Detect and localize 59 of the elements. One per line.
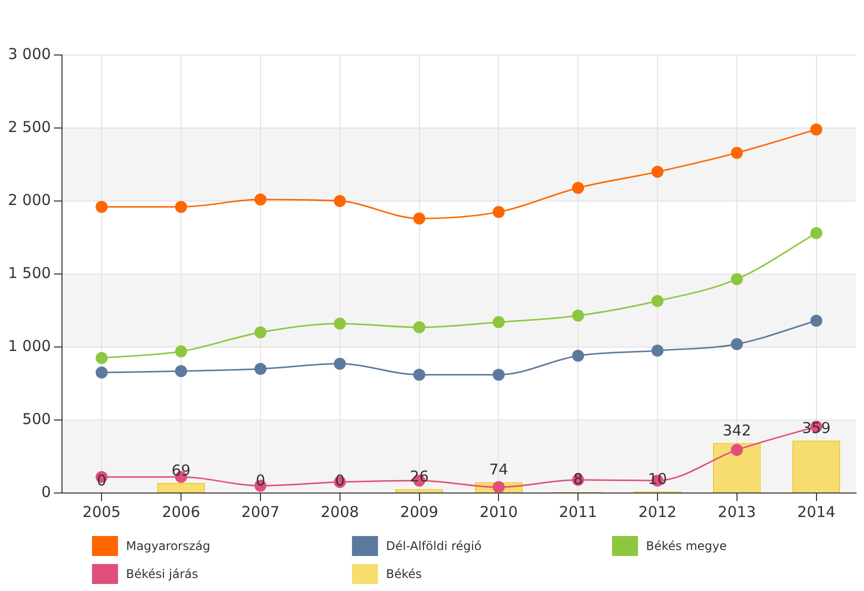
point xyxy=(651,344,664,357)
point xyxy=(413,212,426,225)
x-tick-label: 2005 xyxy=(82,502,121,521)
point xyxy=(492,206,505,218)
point xyxy=(810,227,822,240)
point xyxy=(175,365,188,378)
point xyxy=(175,200,188,213)
point xyxy=(492,368,505,381)
point xyxy=(175,345,188,358)
point xyxy=(572,182,584,194)
y-tick-label: 500 xyxy=(22,410,51,428)
point xyxy=(492,481,505,493)
point xyxy=(334,318,346,330)
point xyxy=(730,338,743,350)
legend-label: Békés megye xyxy=(646,539,727,553)
x-tick-label: 2006 xyxy=(162,502,200,521)
y-tick-label: 1 000 xyxy=(8,336,51,355)
x-tick-label: 2014 xyxy=(797,502,836,521)
point xyxy=(413,368,426,381)
x-tick-label: 2009 xyxy=(400,502,438,521)
x-tick-label: 2012 xyxy=(638,502,677,521)
y-tick-label: 2 000 xyxy=(8,190,51,209)
y-tick-label: 2 500 xyxy=(8,118,51,136)
legend-label: Dél-Alföldi régió xyxy=(386,539,482,553)
y-tick-label: 1 500 xyxy=(8,264,51,282)
point xyxy=(254,326,266,338)
point xyxy=(572,350,584,362)
point xyxy=(651,166,664,178)
legend-label: Magyarország xyxy=(126,539,210,553)
point xyxy=(572,310,584,322)
data-label: 342 xyxy=(722,421,752,440)
x-tick-label: 2010 xyxy=(480,502,518,521)
x-tick-label: 2011 xyxy=(558,502,598,521)
data-label: 26 xyxy=(410,468,429,486)
point xyxy=(96,352,108,364)
point xyxy=(730,273,743,286)
legend-label: Békési járás xyxy=(126,567,198,581)
data-label: 8 xyxy=(573,470,583,488)
point xyxy=(492,316,505,328)
point xyxy=(334,195,346,207)
point xyxy=(730,146,743,159)
x-tick-label: 2013 xyxy=(718,502,756,521)
point xyxy=(334,358,346,370)
y-tick-label: 3 000 xyxy=(8,44,51,63)
point xyxy=(413,321,426,334)
point xyxy=(651,295,664,308)
x-tick-label: 2007 xyxy=(241,502,280,521)
point xyxy=(254,362,266,375)
point xyxy=(96,200,108,213)
legend-label: Békés xyxy=(386,567,422,581)
point xyxy=(730,444,743,456)
x-tick-label: 2008 xyxy=(320,502,359,521)
y-tick-label: 0 xyxy=(41,482,51,501)
point xyxy=(810,314,822,327)
point xyxy=(96,366,108,379)
point xyxy=(810,123,822,136)
data-label: 74 xyxy=(489,460,508,479)
data-label: 0 xyxy=(335,471,345,490)
point xyxy=(254,194,266,206)
